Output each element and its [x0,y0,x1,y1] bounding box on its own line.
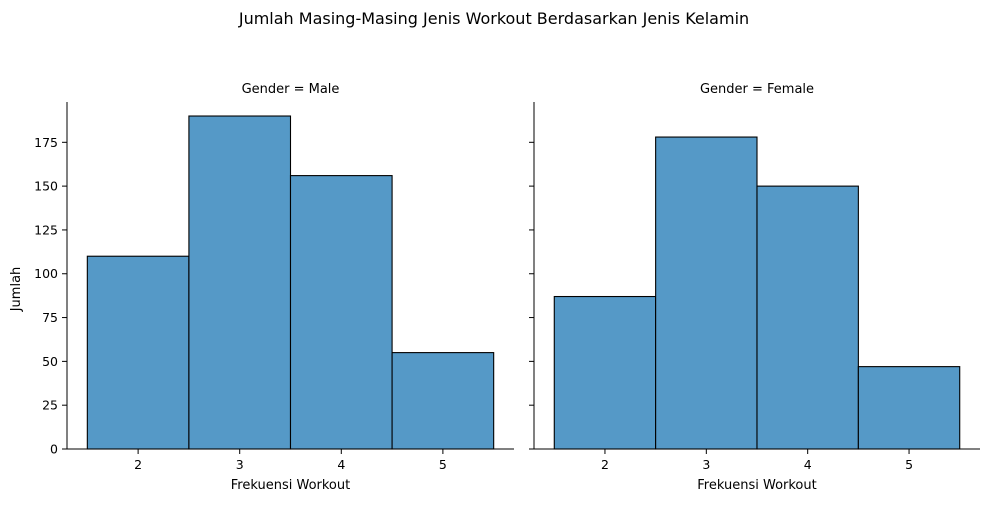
x-tick-label: 4 [804,457,812,472]
x-tick-label: 3 [702,457,710,472]
bar [756,185,859,450]
x-tick-label: 2 [134,457,142,472]
y-tick-label: 50 [42,354,58,369]
x-tick-label: 5 [905,457,913,472]
y-tick-label: 150 [34,179,58,194]
panel-title: Gender = Male [242,82,340,97]
x-tick-label: 3 [236,457,244,472]
bar [188,115,292,450]
chart-title: Jumlah Masing-Masing Jenis Workout Berda… [238,9,749,28]
x-tick-label: 2 [601,457,609,472]
bar [391,352,495,450]
panel-2: Gender = Female 2 3 4 5 Frekuensi Workout [529,82,980,493]
bar [289,175,393,450]
x-axis-label: Frekuensi Workout [231,478,350,493]
bar [655,136,758,450]
y-tick-label: 100 [34,266,58,281]
x-axis-label: Frekuensi Workout [697,478,816,493]
y-tick-label: 75 [42,310,58,325]
bar [86,255,190,450]
bar [857,366,961,450]
panel-title: Gender = Female [700,82,814,97]
x-tick-label: 4 [337,457,345,472]
y-tick-label: 25 [42,398,58,413]
y-tick-label: 175 [34,135,58,150]
bar [553,295,657,450]
y-axis-label: Jumlah [9,267,24,313]
y-tick-label: 0 [50,442,58,457]
y-tick-label: 125 [34,222,58,237]
panel-1: Gender = Male 0 25 50 75 100 125 150 175 2 3 4 5 Frek… [34,82,514,493]
x-tick-label: 5 [439,457,447,472]
